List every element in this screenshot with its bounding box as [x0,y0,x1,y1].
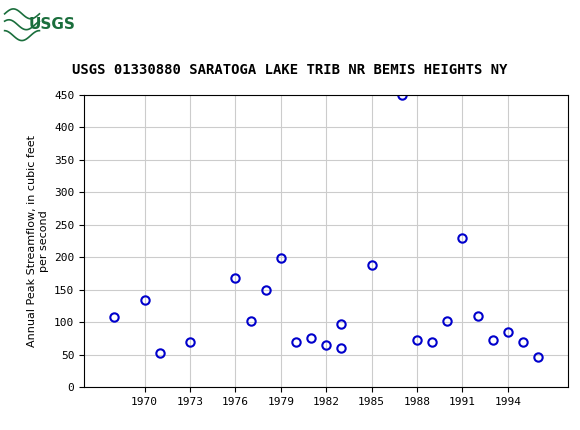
FancyBboxPatch shape [3,3,70,46]
Text: USGS: USGS [29,17,76,32]
Text: USGS 01330880 SARATOGA LAKE TRIB NR BEMIS HEIGHTS NY: USGS 01330880 SARATOGA LAKE TRIB NR BEMI… [72,63,508,77]
Y-axis label: Annual Peak Streamflow, in cubic feet
per second: Annual Peak Streamflow, in cubic feet pe… [27,135,49,347]
